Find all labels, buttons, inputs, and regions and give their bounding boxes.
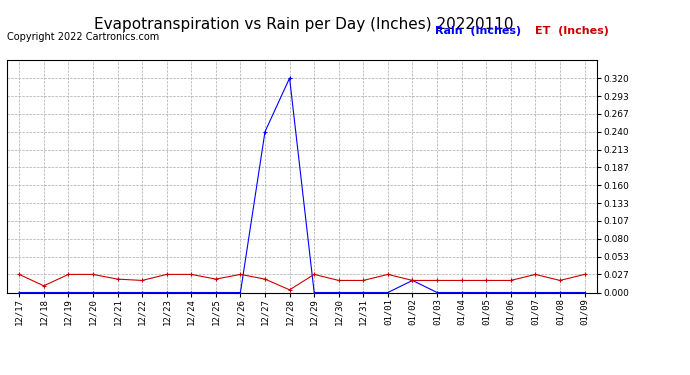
Text: ET  (Inches): ET (Inches) — [535, 26, 609, 36]
Text: Evapotranspiration vs Rain per Day (Inches) 20220110: Evapotranspiration vs Rain per Day (Inch… — [94, 17, 513, 32]
Text: Copyright 2022 Cartronics.com: Copyright 2022 Cartronics.com — [7, 32, 159, 42]
Text: Rain  (Inches): Rain (Inches) — [435, 26, 521, 36]
